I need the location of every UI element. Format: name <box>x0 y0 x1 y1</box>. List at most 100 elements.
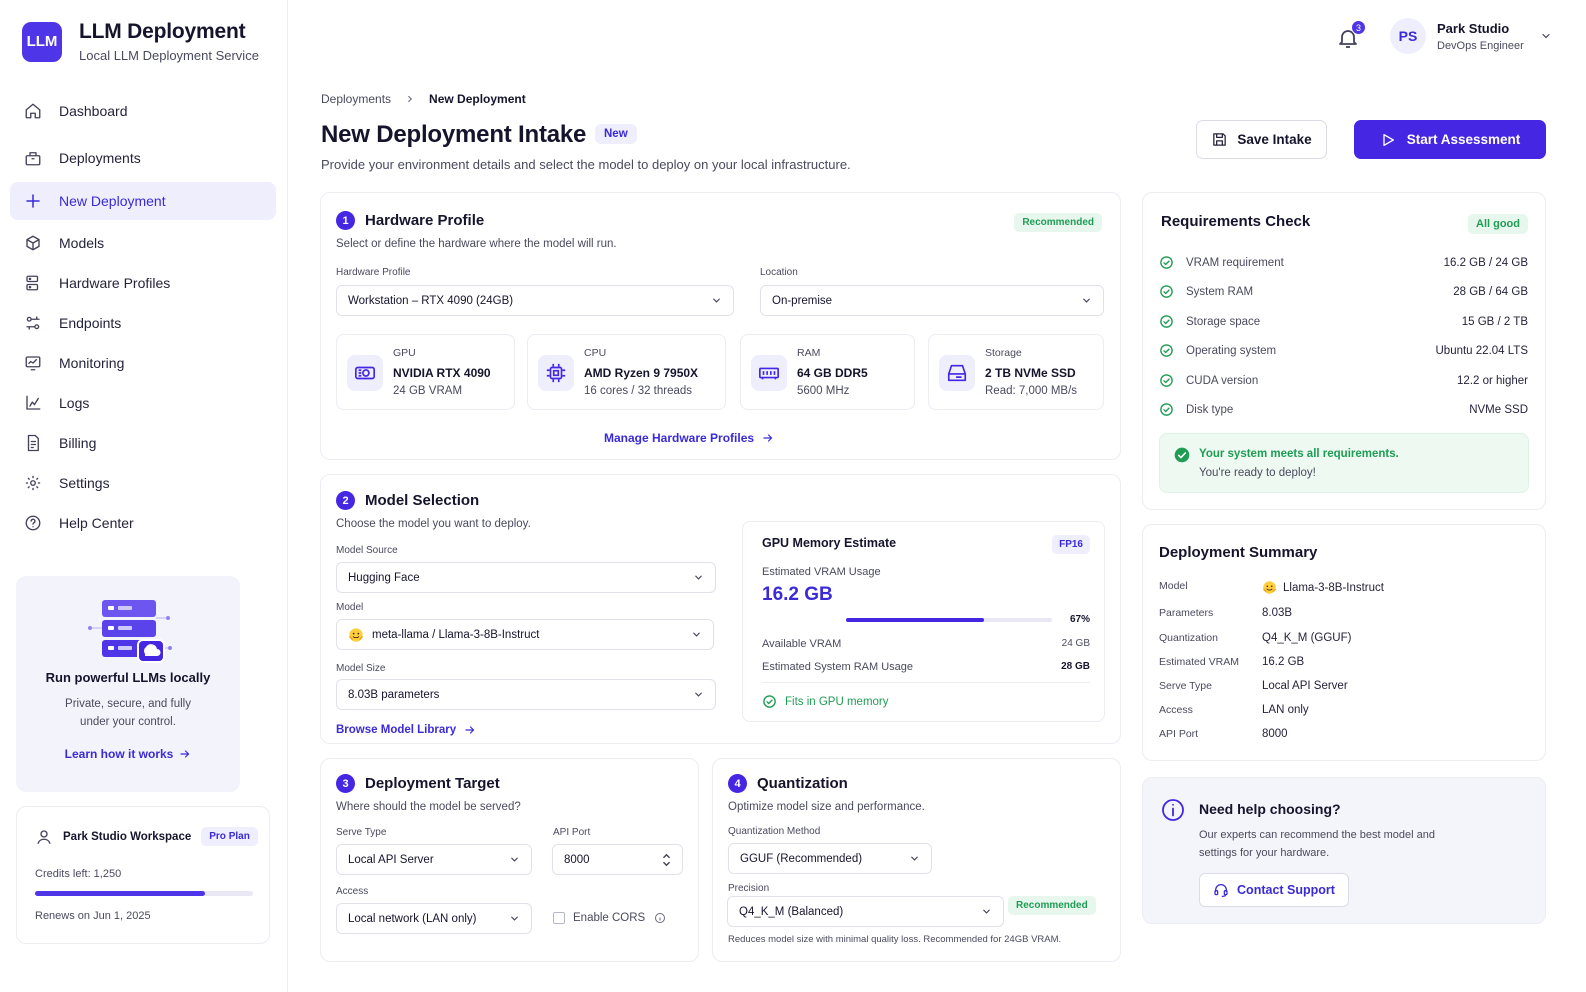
available-vram-label: Available VRAM <box>762 638 842 650</box>
check-circle-icon <box>1159 373 1174 388</box>
model-source-select[interactable]: Hugging Face <box>336 562 716 593</box>
summary-value: Local API Server <box>1262 680 1348 692</box>
billing-icon <box>23 433 43 453</box>
chevron-down-icon <box>509 913 520 924</box>
save-intake-button[interactable]: Save Intake <box>1196 120 1327 159</box>
link-label: Browse Model Library <box>336 724 457 736</box>
workspace-card[interactable]: Park Studio Workspace Pro Plan Credits l… <box>16 806 270 944</box>
chevron-down-icon <box>909 853 920 864</box>
requirements-title: Requirements Check <box>1161 213 1311 230</box>
brand-title: LLM Deployment <box>79 20 246 43</box>
plan-badge: Pro Plan <box>201 827 258 846</box>
precision-select[interactable]: Q4_K_M (Balanced) <box>727 896 1004 927</box>
hardware-profile-select[interactable]: Workstation – RTX 4090 (24GB) <box>336 285 734 316</box>
ram-spec: RAM 64 GB DDR5 5600 MHz <box>740 334 915 410</box>
spec-value: AMD Ryzen 9 7950X <box>584 366 699 380</box>
success-line-2: You're ready to deploy! <box>1199 467 1316 479</box>
quantization-method-select[interactable]: GGUF (Recommended) <box>728 843 932 874</box>
start-assessment-button[interactable]: Start Assessment <box>1354 120 1546 159</box>
summary-title: Deployment Summary <box>1159 544 1318 561</box>
arrow-right-icon <box>464 724 476 736</box>
summary-key: Estimated VRAM <box>1159 656 1239 668</box>
requirement-row: CUDA version 12.2 or higher <box>1159 373 1528 388</box>
play-icon <box>1380 132 1396 148</box>
info-icon[interactable] <box>654 912 666 924</box>
user-menu[interactable]: PS Park Studio DevOps Engineer <box>1390 18 1552 54</box>
sidebar-item-hardware-profiles[interactable]: Hardware Profiles <box>10 264 276 302</box>
sidebar-item-models[interactable]: Models <box>10 224 276 262</box>
spec-label: Storage <box>985 347 1022 359</box>
breadcrumb-deployments-link[interactable]: Deployments <box>321 92 392 106</box>
location-select[interactable]: On-premise <box>760 285 1104 316</box>
checkbox-box[interactable] <box>553 912 565 924</box>
summary-value: 8.03B <box>1262 607 1293 619</box>
sidebar-item-new-deployment[interactable]: New Deployment <box>10 182 276 220</box>
sidebar-item-logs[interactable]: Logs <box>10 384 276 422</box>
sidebar-item-label: Models <box>59 235 105 251</box>
sidebar-item-deployments[interactable]: Deployments <box>10 139 276 177</box>
logs-icon <box>23 393 43 413</box>
model-select[interactable]: meta-llama / Llama-3-8B-Instruct <box>336 619 714 650</box>
sidebar-item-billing[interactable]: Billing <box>10 424 276 462</box>
sidebar-item-dashboard[interactable]: Dashboard <box>10 92 276 130</box>
summary-value: 16.2 GB <box>1262 656 1305 668</box>
section-title: Hardware Profile <box>365 212 485 229</box>
sidebar-item-label: Billing <box>59 435 97 451</box>
renewal-date: Renews on Jun 1, 2025 <box>35 910 151 922</box>
summary-value: Q4_K_M (GGUF) <box>1262 632 1352 644</box>
requirement-label: Disk type <box>1186 403 1234 416</box>
link-label: Manage Hardware Profiles <box>604 431 755 445</box>
requirements-check-card: Requirements Check All good VRAM require… <box>1142 192 1546 510</box>
sidebar-item-help-center[interactable]: Help Center <box>10 504 276 542</box>
gear-icon <box>23 473 43 493</box>
recommended-badge: Recommended <box>1014 213 1102 232</box>
stepper-icon[interactable] <box>662 853 671 867</box>
arrow-right-icon <box>762 432 774 444</box>
vram-usage-value: 16.2 GB <box>762 584 833 605</box>
sidebar-item-label: Logs <box>59 395 90 411</box>
sidebar-item-label: Dashboard <box>59 103 128 119</box>
summary-row: Estimated VRAM 16.2 GB <box>1159 656 1304 668</box>
field-label: Location <box>760 267 798 278</box>
spec-detail: 5600 MHz <box>797 385 850 397</box>
learn-how-link[interactable]: Learn how it works <box>65 747 192 761</box>
requirement-value: NVMe SSD <box>1469 403 1528 416</box>
vram-usage-label: Estimated VRAM Usage <box>762 566 881 578</box>
cors-label: Enable CORS <box>573 912 646 924</box>
sidebar-item-monitoring[interactable]: Monitoring <box>10 344 276 382</box>
select-value: GGUF (Recommended) <box>740 852 863 865</box>
sidebar-item-endpoints[interactable]: Endpoints <box>10 304 276 342</box>
success-alert: Your system meets all requirements. You'… <box>1159 433 1529 493</box>
sidebar: LLM LLM Deployment Local LLM Deployment … <box>0 0 288 992</box>
huggingface-emoji-icon <box>1262 580 1277 595</box>
spec-value: NVIDIA RTX 4090 <box>393 366 491 380</box>
select-value: Workstation – RTX 4090 (24GB) <box>348 294 514 307</box>
sidebar-item-settings[interactable]: Settings <box>10 464 276 502</box>
select-value: Hugging Face <box>348 571 420 584</box>
brand[interactable]: LLM LLM Deployment Local LLM Deployment … <box>22 20 259 63</box>
spec-label: RAM <box>797 347 821 359</box>
api-port-input[interactable]: 8000 <box>552 844 683 875</box>
contact-support-button[interactable]: Contact Support <box>1199 873 1349 907</box>
chevron-down-icon <box>509 854 520 865</box>
home-icon <box>23 101 43 121</box>
section-description: Select or define the hardware where the … <box>336 238 617 250</box>
user-icon <box>35 828 53 846</box>
chevron-down-icon <box>691 629 702 640</box>
model-selection-card: 2 Model Selection Choose the model you w… <box>320 474 1121 744</box>
huggingface-emoji-icon <box>348 627 364 643</box>
model-size-select[interactable]: 8.03B parameters <box>336 679 716 710</box>
access-select[interactable]: Local network (LAN only) <box>336 903 532 934</box>
spec-value: 2 TB NVMe SSD <box>985 366 1076 380</box>
summary-row: API Port 8000 <box>1159 728 1288 740</box>
enable-cors-checkbox[interactable]: Enable CORS <box>553 912 666 924</box>
server-illustration-icon <box>78 596 178 666</box>
serve-type-select[interactable]: Local API Server <box>336 844 532 875</box>
requirement-value: Ubuntu 22.04 LTS <box>1435 344 1529 357</box>
info-icon <box>1161 798 1185 822</box>
notifications-button[interactable]: 3 <box>1336 20 1366 52</box>
sidebar-item-label: Hardware Profiles <box>59 275 171 291</box>
storage-icon <box>939 355 975 391</box>
manage-hardware-profiles-link[interactable]: Manage Hardware Profiles <box>604 431 774 445</box>
browse-model-library-link[interactable]: Browse Model Library <box>336 724 476 736</box>
